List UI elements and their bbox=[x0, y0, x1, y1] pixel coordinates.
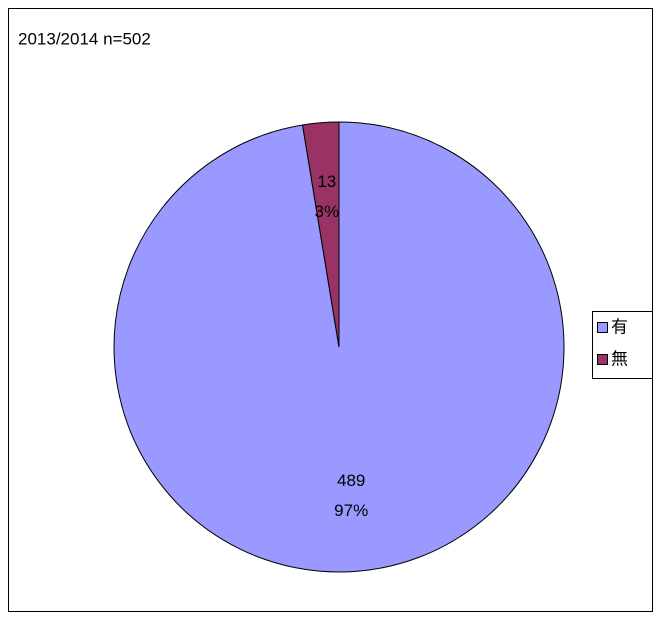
legend-label: 無 bbox=[611, 349, 628, 368]
legend-swatch bbox=[597, 354, 608, 365]
percent-label: 3% bbox=[315, 202, 340, 221]
pie-slice bbox=[301, 121, 340, 348]
legend-swatch bbox=[597, 322, 608, 333]
percent-label: 97% bbox=[334, 501, 368, 520]
chart-title: 2013/2014 n=502 bbox=[18, 29, 151, 48]
data-label: 489 bbox=[337, 471, 365, 490]
data-label: 13 bbox=[317, 172, 336, 191]
legend-label: 有 bbox=[611, 317, 628, 336]
